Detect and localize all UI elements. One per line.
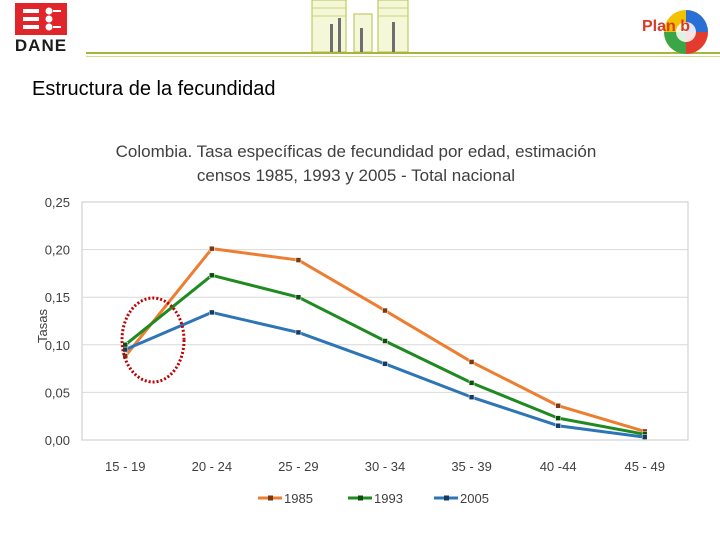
legend-marker-1993 — [358, 495, 363, 501]
data-point-2005 — [468, 394, 475, 400]
data-point-2005 — [295, 329, 302, 336]
data-point-1985 — [295, 257, 302, 263]
header: DANE Plan b — [0, 0, 720, 62]
x-axis-ticks: 15 - 19 20 - 24 25 - 29 30 - 34 35 - 39 40 -4… — [105, 459, 665, 474]
data-point-1993 — [382, 338, 388, 344]
buildings-graphic — [311, 0, 409, 53]
data-point-1985 — [468, 359, 475, 365]
x-tick-label: 15 - 19 — [105, 459, 145, 474]
logo-text: DANE — [14, 36, 68, 55]
y-tick-label: 0,20 — [45, 243, 70, 258]
page-title: Estructura de la fecundidad — [32, 78, 276, 100]
highlight-circle — [120, 296, 186, 384]
data-point-2005 — [209, 309, 215, 316]
x-tick-label: 35 - 39 — [451, 459, 491, 474]
y-axis-ticks: 0,00 0,05 0,10 0,15 0,20 0,25 — [45, 195, 70, 448]
x-tick-label: 40 -44 — [540, 459, 577, 474]
data-point-1993 — [468, 380, 475, 386]
dane-logo-icon — [15, 3, 67, 35]
plan-b-globe-icon — [664, 10, 708, 54]
data-point-1985 — [555, 402, 561, 409]
plan-b-text: Plan b — [642, 18, 691, 35]
plan-b-logo: Plan b — [636, 4, 716, 60]
y-tick-label: 0,25 — [45, 195, 70, 210]
x-tick-label: 20 - 24 — [192, 459, 232, 474]
legend-marker-1985 — [268, 495, 273, 501]
data-point-1985 — [382, 307, 388, 314]
data-point-2005 — [382, 361, 388, 367]
data-point-2005 — [641, 434, 648, 440]
data-point-1985 — [209, 245, 215, 252]
legend-marker-2005 — [444, 495, 449, 501]
data-point-2005 — [555, 422, 561, 429]
x-tick-label: 25 - 29 — [278, 459, 318, 474]
y-tick-label: 0,10 — [45, 338, 70, 353]
data-point-1993 — [295, 294, 302, 300]
legend-label-2005: 2005 — [460, 491, 489, 506]
data-point-1993 — [555, 415, 561, 421]
chart-title-line2: censos 1985, 1993 y 2005 - Total naciona… — [197, 166, 515, 185]
header-divider — [86, 52, 720, 54]
y-tick-label: 0,15 — [45, 290, 70, 305]
x-tick-label: 30 - 34 — [365, 459, 405, 474]
header-divider-light — [86, 56, 720, 57]
data-point-1993 — [209, 272, 215, 279]
chart-title-line1: Colombia. Tasa específicas de fecundidad… — [116, 142, 597, 161]
y-tick-label: 0,00 — [45, 433, 70, 448]
y-axis-label: Tasas — [35, 309, 50, 343]
legend-label-1993: 1993 — [374, 491, 403, 506]
plot-area — [81, 201, 689, 441]
fertility-line-chart: Colombia. Tasa específicas de fecundidad… — [35, 142, 689, 506]
x-tick-label: 45 - 49 — [624, 459, 664, 474]
chart-legend: 1985 1993 2005 — [258, 491, 489, 506]
legend-label-1985: 1985 — [284, 491, 313, 506]
y-tick-label: 0,05 — [45, 385, 70, 400]
dane-logo: DANE — [3, 3, 79, 55]
series-layer — [122, 245, 648, 440]
